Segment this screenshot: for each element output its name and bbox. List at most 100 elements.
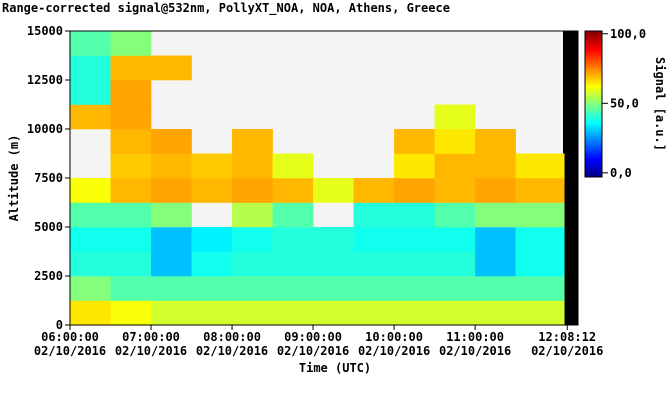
- heat-cell: [313, 178, 354, 203]
- y-tick-label: 12500: [27, 73, 63, 87]
- colorbar-segment: [585, 169, 602, 173]
- colorbar-segment: [585, 50, 602, 54]
- heat-cell: [110, 31, 152, 56]
- heat-cell: [151, 227, 192, 252]
- colorbar-segment: [585, 128, 602, 132]
- heat-cell: [353, 202, 395, 228]
- x-tick-label: 07:00:00 02/10/2016: [115, 330, 187, 358]
- heat-cell: [475, 153, 516, 179]
- colorbar-segment: [585, 135, 602, 139]
- heat-cell: [515, 251, 565, 277]
- y-tick-label: 5000: [34, 220, 63, 234]
- heat-cell: [353, 178, 395, 203]
- heat-cell: [394, 153, 435, 179]
- x-tick-label: 12:08:12 02/10/2016: [531, 330, 603, 358]
- x-tick-label: 11:00:00 02/10/2016: [439, 330, 511, 358]
- heat-cell: [191, 227, 233, 252]
- colorbar-segment: [585, 155, 602, 159]
- heat-cell: [70, 276, 111, 301]
- heat-cell: [232, 129, 273, 154]
- colorbar-segment: [585, 52, 602, 56]
- heat-cell: [70, 227, 111, 252]
- colorbar-segment: [585, 99, 602, 103]
- heat-cell: [434, 300, 476, 326]
- heat-cell: [272, 300, 314, 326]
- y-tick-label: 0: [56, 318, 63, 332]
- heat-cell: [110, 153, 152, 179]
- heat-cell: [191, 178, 233, 203]
- colorbar-segment: [585, 69, 602, 73]
- colorbar-segment: [585, 82, 602, 86]
- colorbar-tick-label: 0,0: [610, 166, 632, 180]
- colorbar-segment: [585, 108, 602, 112]
- heat-cell: [110, 104, 152, 130]
- heat-cell: [272, 202, 314, 228]
- colorbar-segment: [585, 113, 602, 117]
- colorbar-segment: [585, 57, 602, 61]
- heat-cell: [475, 276, 516, 301]
- heat-cell: [191, 251, 233, 277]
- colorbar-segment: [585, 145, 602, 149]
- colorbar-segment: [585, 147, 602, 151]
- heat-cell: [313, 300, 354, 326]
- colorbar-segment: [585, 174, 602, 178]
- heat-cell: [394, 276, 435, 301]
- y-tick-label: 7500: [34, 171, 63, 185]
- y-axis-label: Altitude (m): [7, 135, 21, 222]
- heat-cell: [110, 300, 152, 326]
- colorbar-segment: [585, 40, 602, 44]
- colorbar-segment: [585, 31, 602, 34]
- heat-cell: [313, 251, 354, 277]
- colorbar-tick-label: 50,0: [610, 96, 639, 110]
- heat-cell: [191, 153, 233, 179]
- x-tick-label: 10:00:00 02/10/2016: [358, 330, 430, 358]
- colorbar-segment: [585, 65, 602, 68]
- colorbar-segment: [585, 101, 602, 105]
- colorbar-label: Signal [a.u.]: [653, 57, 667, 151]
- heat-cell: [191, 300, 233, 326]
- colorbar-segment: [585, 172, 602, 176]
- heat-cell: [515, 178, 565, 203]
- heat-cell: [475, 202, 516, 228]
- heat-cell: [434, 202, 476, 228]
- heat-cell: [434, 178, 476, 203]
- heat-cell: [70, 55, 111, 81]
- x-tick-label: 08:00:00 02/10/2016: [196, 330, 268, 358]
- colorbar-segment: [585, 45, 602, 49]
- heat-cell: [151, 55, 192, 81]
- colorbar-segment: [585, 84, 602, 88]
- heat-cell: [394, 129, 435, 154]
- heat-cell: [515, 276, 565, 301]
- y-tick-label: 15000: [27, 24, 63, 38]
- colorbar-segment: [585, 142, 602, 146]
- heat-cell: [70, 178, 111, 203]
- heat-cell: [272, 153, 314, 179]
- heat-cell: [515, 153, 565, 179]
- y-tick-label: 2500: [34, 269, 63, 283]
- heat-cell: [394, 178, 435, 203]
- heat-cell: [110, 276, 152, 301]
- heat-cell: [353, 276, 395, 301]
- colorbar-segment: [585, 164, 602, 168]
- heat-cell: [151, 129, 192, 154]
- colorbar-segment: [585, 91, 602, 95]
- x-axis-label: Time (UTC): [299, 361, 371, 375]
- heat-cell: [272, 251, 314, 277]
- heat-cell: [475, 251, 516, 277]
- heat-cell: [434, 104, 476, 130]
- colorbar-segment: [585, 123, 602, 127]
- heat-cell: [232, 178, 273, 203]
- colorbar-segment: [585, 104, 602, 107]
- colorbar-segment: [585, 96, 602, 100]
- y-tick-label: 10000: [27, 122, 63, 136]
- heat-cell: [475, 178, 516, 203]
- colorbar-segment: [585, 125, 602, 129]
- colorbar-segment: [585, 152, 602, 156]
- heat-cell: [151, 153, 192, 179]
- heat-cell: [434, 129, 476, 154]
- colorbar-segment: [585, 60, 602, 64]
- heat-cell: [191, 276, 233, 301]
- colorbar-segment: [585, 79, 602, 83]
- heat-cell: [232, 153, 273, 179]
- colorbar-segment: [585, 72, 602, 76]
